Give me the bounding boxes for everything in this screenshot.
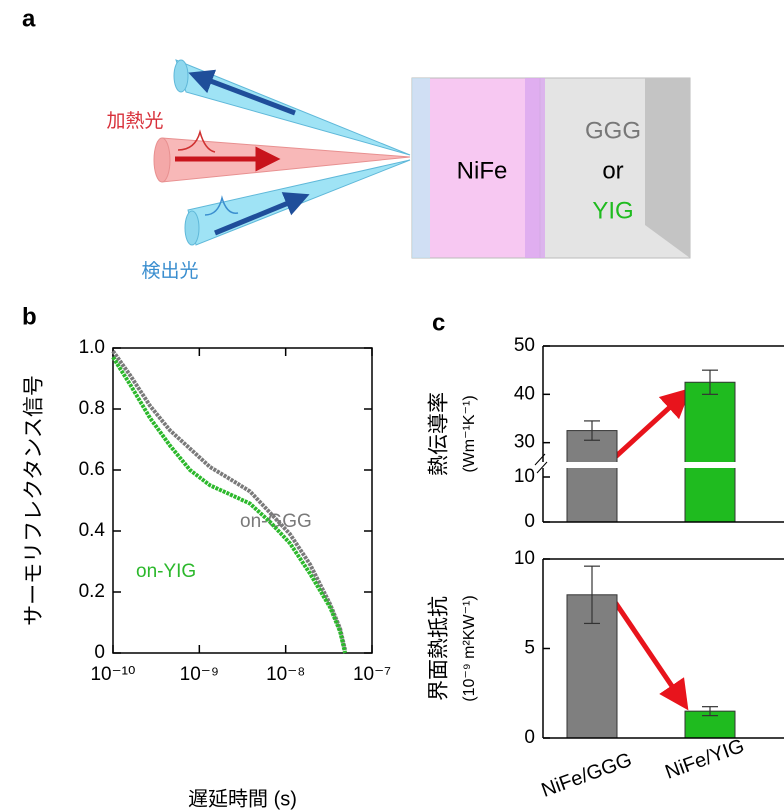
diagram: 加熱光 検出光 NiFe GGG or YIG (106, 59, 691, 282)
break-mark (536, 461, 548, 474)
y-axis-unit: (10⁻⁹ m²KW⁻¹) (461, 595, 478, 701)
probe-beam (175, 59, 411, 156)
y-axis-label: サーモリフレクタンス信号 (23, 375, 46, 626)
beam-end (153, 137, 171, 183)
y-axis-label: 界面熱抵抗 (428, 596, 451, 701)
y-tick-label: 0.8 (79, 398, 105, 419)
axis-break (531, 462, 784, 468)
series-label: on-YIG (136, 561, 196, 582)
y-tick-label: 10 (514, 466, 535, 487)
y-tick-label: 0.6 (79, 459, 105, 480)
panel-label: c (432, 309, 445, 336)
x-tick-label: 10⁻⁹ (180, 664, 219, 685)
or-label: or (602, 157, 623, 184)
beam-end (173, 59, 189, 93)
x-tick-label: 10⁻⁷ (353, 664, 391, 685)
bar (566, 430, 618, 523)
x-axis-label: 遅延時間 (s) (188, 787, 297, 810)
pump-label: 加熱光 (106, 110, 163, 132)
x-tick-label: NiFe/YIG (662, 735, 747, 784)
plot-frame (112, 347, 373, 654)
probe-label: 検出光 (141, 260, 198, 282)
y-axis-unit: (Wm⁻¹K⁻¹) (461, 395, 478, 472)
y-tick-label: 10 (514, 548, 535, 569)
bar (684, 381, 736, 523)
y-tick-label: 40 (514, 383, 535, 404)
beam-end (184, 210, 200, 246)
y-axis-label: 熱伝導率 (428, 392, 451, 476)
pulse (177, 129, 216, 153)
x-tick-label: NiFe/GGG (539, 749, 635, 802)
substrate-face (645, 78, 690, 258)
y-tick-label: 0 (524, 511, 535, 532)
data-line (111, 349, 348, 651)
trend-arrow (610, 387, 692, 462)
y-tick-label: 0.4 (79, 520, 106, 541)
data-line (111, 356, 348, 654)
interface (525, 78, 545, 258)
substrate-label: GGG (585, 117, 641, 144)
series-label: on-GGG (240, 511, 312, 532)
y-tick-label: 0 (94, 642, 105, 663)
x-tick-label: 10⁻⁸ (266, 664, 305, 685)
y-tick-label: 0.2 (79, 581, 105, 602)
x-tick-label: 10⁻¹⁰ (90, 664, 135, 685)
panel-label: b (22, 303, 37, 330)
y-tick-label: 1.0 (79, 337, 105, 358)
film-edge (412, 78, 430, 258)
y-tick-label: 50 (514, 335, 535, 356)
pulse (204, 195, 239, 216)
arrow (214, 192, 310, 236)
substrate-label: YIG (592, 197, 633, 224)
arrow (188, 69, 296, 116)
y-tick-label: 0 (524, 727, 535, 748)
y-tick-label: 5 (524, 638, 535, 659)
trend-arrow (612, 600, 689, 711)
panel-label: a (22, 5, 36, 32)
film-label: NiFe (457, 157, 508, 184)
y-tick-label: 30 (514, 432, 535, 453)
